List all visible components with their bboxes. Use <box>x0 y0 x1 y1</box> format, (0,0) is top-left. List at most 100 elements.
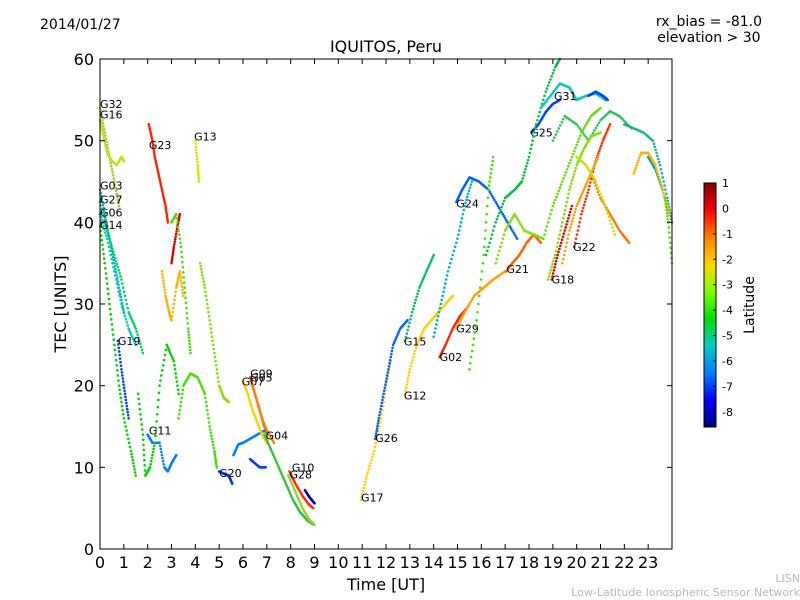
data-point <box>111 328 114 331</box>
data-point <box>178 270 182 273</box>
data-point <box>379 421 382 424</box>
data-point <box>202 283 206 286</box>
data-point <box>276 463 280 467</box>
data-point <box>409 364 413 368</box>
data-point <box>606 211 609 215</box>
data-point <box>489 192 493 196</box>
data-point <box>197 178 201 181</box>
data-point <box>198 261 202 265</box>
chart-title: IQUITOS, Peru <box>329 37 443 56</box>
data-point <box>441 294 444 298</box>
data-point <box>588 184 591 188</box>
elevation-label: elevation > 30 <box>657 30 761 46</box>
data-point <box>116 339 120 343</box>
series-G06: G06 <box>98 207 138 347</box>
data-point <box>557 189 561 192</box>
data-point <box>421 278 425 281</box>
data-point <box>299 502 303 506</box>
data-point <box>409 318 412 321</box>
data-point <box>398 329 401 332</box>
data-point <box>567 192 570 196</box>
data-point <box>255 400 259 404</box>
data-point <box>153 155 157 159</box>
data-point <box>507 223 511 226</box>
series-label: G24 <box>456 198 479 211</box>
data-point <box>571 152 575 156</box>
data-point <box>290 482 294 485</box>
data-point <box>253 390 256 394</box>
data-point <box>390 349 394 353</box>
data-point <box>471 343 475 347</box>
data-point <box>483 237 487 240</box>
data-point <box>547 81 551 84</box>
data-point <box>152 151 156 155</box>
data-point <box>608 123 612 126</box>
data-point <box>663 184 666 187</box>
data-point <box>586 191 589 195</box>
data-point <box>595 157 599 161</box>
data-point <box>609 222 613 226</box>
data-point <box>155 420 158 423</box>
data-point <box>274 459 278 463</box>
data-point <box>125 404 129 408</box>
data-point <box>493 198 496 202</box>
data-point <box>366 471 370 474</box>
data-point <box>109 161 113 165</box>
data-point <box>406 377 410 380</box>
data-point <box>423 274 427 277</box>
data-point <box>100 129 104 132</box>
data-point <box>425 270 428 273</box>
data-point <box>121 374 124 377</box>
data-point <box>600 141 604 145</box>
data-point <box>633 169 637 173</box>
data-point <box>204 294 208 298</box>
data-point <box>114 189 118 192</box>
series-label: G12 <box>404 389 427 402</box>
data-point <box>162 198 166 202</box>
data-point <box>665 211 669 215</box>
data-point <box>586 120 589 124</box>
data-point <box>608 212 612 216</box>
data-point <box>558 244 562 248</box>
data-point <box>418 286 421 289</box>
data-point <box>488 176 492 179</box>
data-point <box>279 470 282 473</box>
data-point <box>427 265 430 269</box>
data-point <box>599 192 602 196</box>
data-point <box>412 304 416 308</box>
data-point <box>551 262 554 266</box>
data-point <box>213 351 216 355</box>
data-point <box>661 188 664 191</box>
data-point <box>126 433 129 436</box>
data-point <box>597 152 600 155</box>
data-point <box>155 163 158 167</box>
data-point <box>195 151 198 155</box>
data-point <box>182 276 186 279</box>
data-point <box>516 218 520 222</box>
data-point <box>587 167 590 171</box>
data-point <box>436 314 440 318</box>
data-point <box>584 163 588 167</box>
data-point <box>509 227 513 230</box>
data-point <box>125 429 128 432</box>
data-point <box>114 353 117 357</box>
series-label: G22 <box>573 241 596 254</box>
data-point <box>600 195 603 199</box>
data-point <box>506 225 509 228</box>
data-point <box>128 445 132 449</box>
data-point <box>602 137 606 140</box>
data-point <box>103 141 107 145</box>
data-point <box>611 216 614 220</box>
data-point <box>574 237 578 240</box>
data-point <box>495 217 499 221</box>
data-point <box>584 123 588 126</box>
data-point <box>554 249 558 253</box>
data-point <box>550 278 553 281</box>
data-point <box>665 196 669 200</box>
data-point <box>370 455 374 459</box>
data-point <box>118 292 122 296</box>
series-G11c <box>177 372 219 469</box>
series-G13: G13 <box>194 131 217 183</box>
data-point <box>246 392 250 396</box>
data-point <box>107 235 111 238</box>
